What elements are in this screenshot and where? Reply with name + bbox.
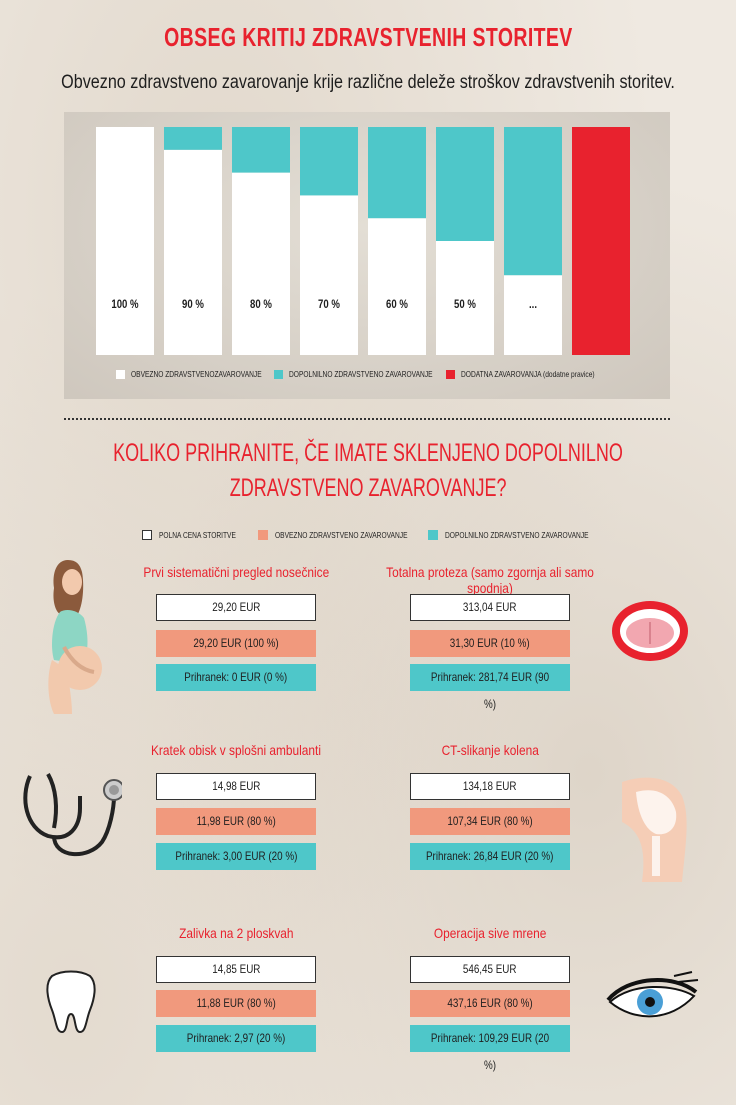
- bar-segment-supplementary: [300, 127, 358, 196]
- bar-segment-supplementary: [436, 127, 494, 241]
- bar-segment-mandatory: [96, 127, 154, 355]
- full-price-box: 14,98 EUR: [156, 773, 316, 800]
- saving-box: Prihranek: 281,74 EUR (90 %): [410, 664, 570, 711]
- bar-label: 80 %: [250, 298, 272, 311]
- legend-swatch: [428, 530, 438, 540]
- bar-label: 70 %: [318, 298, 340, 311]
- mandatory-coverage-box: 31,30 EUR (10 %): [410, 630, 570, 657]
- card-title-pregnancy: Prvi sistematični pregled nosečnice: [143, 564, 329, 580]
- legend-swatch: [116, 369, 125, 379]
- legend-swatch: [142, 530, 152, 540]
- card-title-filling: Zalivka na 2 ploskvah: [178, 925, 294, 941]
- mandatory-coverage-box: 11,98 EUR (80 %): [156, 808, 316, 835]
- stethoscope-icon: [23, 773, 122, 857]
- chart-legend-item-additional: DODATNA ZAVAROVANJA (dodatne pravice): [446, 369, 632, 379]
- savings-legend-mandatory: OBVEZNO ZDRAVSTVENO ZAVAROVANJE: [258, 530, 445, 540]
- legend-swatch: [258, 530, 268, 540]
- mandatory-coverage-box: 11,88 EUR (80 %): [156, 990, 316, 1017]
- bar-segment-additional: [572, 127, 630, 355]
- bar-label: 100 %: [111, 298, 139, 311]
- knee-icon: [622, 777, 687, 882]
- full-price-box: 134,18 EUR: [410, 773, 570, 800]
- card-title-gp-visit: Kratek obisk v splošni ambulanti: [151, 742, 321, 758]
- bar-segment-mandatory: [300, 195, 358, 355]
- bar-segment-supplementary: [232, 127, 290, 173]
- bar-label: 60 %: [386, 298, 408, 311]
- saving-box: Prihranek: 3,00 EUR (20 %): [156, 843, 316, 870]
- mandatory-coverage-box: 437,16 EUR (80 %): [410, 990, 570, 1017]
- bar-segment-mandatory: [164, 149, 222, 355]
- full-price-box: 313,04 EUR: [410, 594, 570, 621]
- card-title-ct-knee: CT-slikanje kolena: [441, 742, 539, 758]
- bar-segment-supplementary: [368, 127, 426, 219]
- saving-box: Prihranek: 26,84 EUR (20 %): [410, 843, 570, 870]
- bar-label: 50 %: [454, 298, 476, 311]
- chart-legend-item-mandatory: OBVEZNO ZDRAVSTVENOZAVAROVANJE: [116, 369, 299, 379]
- bar-segment-supplementary: [504, 127, 562, 276]
- bar-segment-mandatory: [504, 275, 562, 355]
- coverage-chart: 100 % 90 % 80 % 70 % 60 % 50 %...: [96, 127, 630, 355]
- pregnant-woman-icon: [48, 560, 102, 714]
- savings-title: KOLIKO PRIHRANITE, ČE IMATE SKLENJENO DO…: [113, 439, 623, 502]
- bar-segment-mandatory: [368, 218, 426, 355]
- saving-box: Prihranek: 2,97 (20 %): [156, 1025, 316, 1052]
- legend-swatch: [446, 369, 455, 379]
- eye-icon: [606, 971, 699, 1018]
- bar-segment-supplementary: [164, 127, 222, 150]
- savings-legend-supplementary: DOPOLNILNO ZDRAVSTVENO ZAVAROVANJE: [428, 530, 629, 540]
- bar-segment-mandatory: [232, 172, 290, 355]
- tooth-icon: [46, 970, 96, 1034]
- saving-box: Prihranek: 109,29 EUR (20 %): [410, 1025, 570, 1072]
- page-title: OBSEG KRITIJ ZDRAVSTVENIH STORITEV: [163, 22, 573, 52]
- bar-label: 90 %: [182, 298, 204, 311]
- section-divider: [64, 418, 670, 420]
- full-price-box: 29,20 EUR: [156, 594, 316, 621]
- card-title-cataract: Operacija sive mrene: [433, 925, 547, 941]
- mandatory-coverage-box: 107,34 EUR (80 %): [410, 808, 570, 835]
- full-price-box: 14,85 EUR: [156, 956, 316, 983]
- saving-box: Prihranek: 0 EUR (0 %): [156, 664, 316, 691]
- bar-label: ...: [529, 298, 537, 311]
- legend-swatch: [274, 369, 283, 379]
- page-subtitle: Obvezno zdravstveno zavarovanje krije ra…: [61, 72, 675, 93]
- bar-segment-mandatory: [436, 241, 494, 355]
- savings-legend-full-price: POLNA CENA STORITVE: [142, 530, 258, 540]
- mandatory-coverage-box: 29,20 EUR (100 %): [156, 630, 316, 657]
- card-title-denture: Totalna proteza (samo zgornja ali samo s…: [386, 564, 594, 596]
- mouth-teeth-icon: [612, 601, 688, 661]
- chart-legend-item-supplementary: DOPOLNILNO ZDRAVSTVENO ZAVAROVANJE: [274, 369, 473, 379]
- full-price-box: 546,45 EUR: [410, 956, 570, 983]
- coverage-chart-panel: 100 % 90 % 80 % 70 % 60 % 50 %...: [64, 112, 670, 399]
